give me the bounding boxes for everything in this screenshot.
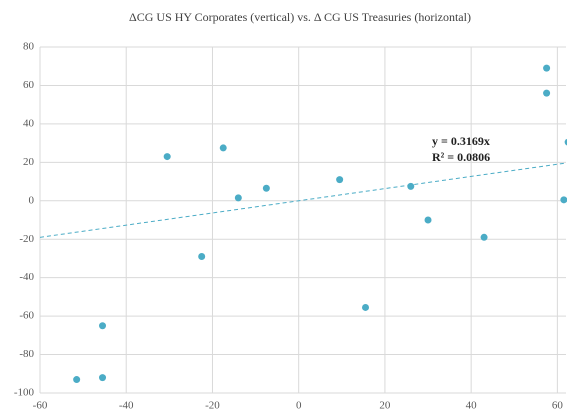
point [407,182,415,190]
point [543,64,551,72]
x-tick-label: 0 [296,400,302,411]
point [564,138,567,146]
x-tick-label: 20 [379,400,391,411]
y-tick-label: -60 [19,310,34,322]
point [480,233,488,241]
y-tick-label: 80 [23,41,35,53]
y-tick-label: -40 [19,271,34,283]
x-tick-label: 40 [466,400,478,411]
point [336,176,344,184]
y-tick-label: -20 [19,233,34,245]
point [234,194,242,202]
point [163,153,171,161]
point [73,376,81,384]
point [219,144,227,152]
point [99,322,107,330]
x-tick-label: -20 [205,400,220,411]
y-tick-label: 60 [23,79,35,91]
point [560,196,567,204]
y-tick-label: -100 [14,387,35,399]
point [99,374,107,382]
y-tick-label: 20 [23,156,35,168]
point [198,253,206,261]
y-tick-label: 0 [29,194,35,206]
x-tick-label: 60 [552,400,564,411]
y-tick-label: -80 [19,348,34,360]
trendline-label: y = 0.3169x [432,134,490,148]
x-tick-label: -40 [119,400,134,411]
chart-title: ΔCG US HY Corporates (vertical) vs. Δ CG… [129,10,471,24]
point [543,89,551,97]
y-tick-label: 40 [23,117,35,129]
point [362,303,370,311]
x-tick-label: -60 [33,400,48,411]
trendline [39,162,567,238]
trendline-label: R² = 0.0806 [432,150,490,164]
point [262,184,270,192]
point [424,216,432,224]
